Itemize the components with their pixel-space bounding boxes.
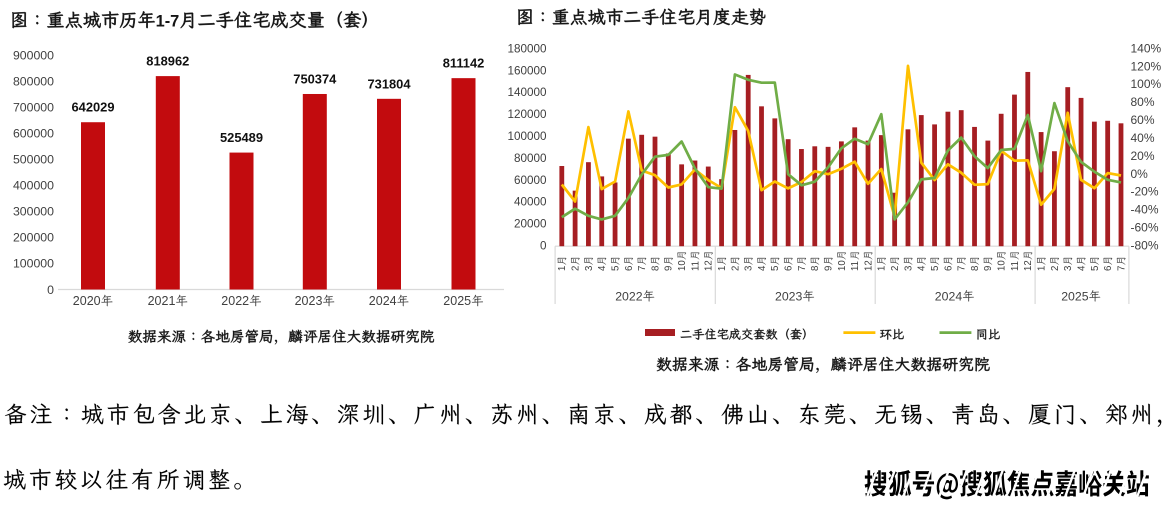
svg-text:5: 5 <box>1090 266 1101 271</box>
svg-text:10: 10 <box>677 260 688 271</box>
svg-text:2022: 2022 <box>221 294 249 308</box>
svg-text:7: 7 <box>1116 266 1127 271</box>
svg-text:2: 2 <box>1050 266 1061 271</box>
svg-text:20000: 20000 <box>514 218 547 231</box>
svg-text:11: 11 <box>1010 261 1021 271</box>
svg-text:731804: 731804 <box>367 76 411 91</box>
svg-text:7: 7 <box>957 266 968 271</box>
svg-text:80000: 80000 <box>514 152 547 165</box>
svg-text:700000: 700000 <box>13 100 54 114</box>
svg-text:0%: 0% <box>1131 167 1149 181</box>
svg-text:4: 4 <box>917 265 928 271</box>
svg-text:11: 11 <box>850 261 861 271</box>
svg-text:9: 9 <box>983 266 994 271</box>
svg-text:800000: 800000 <box>13 74 54 88</box>
svg-text:2021: 2021 <box>148 294 176 308</box>
svg-text:5: 5 <box>770 266 781 271</box>
svg-text:-60%: -60% <box>1131 221 1159 235</box>
svg-text:120%: 120% <box>1131 59 1162 73</box>
svg-text:40000: 40000 <box>514 196 547 209</box>
svg-text:0: 0 <box>540 240 547 253</box>
svg-text:4: 4 <box>1076 265 1087 271</box>
svg-text:4: 4 <box>757 265 768 271</box>
svg-text:1: 1 <box>877 266 888 271</box>
svg-text:2: 2 <box>730 266 741 271</box>
svg-text:20%: 20% <box>1131 149 1155 163</box>
svg-text:6: 6 <box>784 266 795 271</box>
svg-text:7: 7 <box>797 266 808 271</box>
svg-text:2: 2 <box>571 266 582 271</box>
svg-text:9: 9 <box>664 266 675 271</box>
svg-text:811142: 811142 <box>443 56 485 71</box>
svg-text:400000: 400000 <box>13 179 54 193</box>
svg-text:2022: 2022 <box>615 289 643 303</box>
svg-text:12: 12 <box>704 260 715 271</box>
svg-text:200000: 200000 <box>13 231 54 245</box>
svg-text:6: 6 <box>624 266 635 271</box>
svg-text:5: 5 <box>611 266 622 271</box>
svg-text:140000: 140000 <box>507 86 547 99</box>
svg-text:60000: 60000 <box>514 174 547 187</box>
svg-text:12: 12 <box>1023 260 1034 271</box>
svg-text:300000: 300000 <box>13 205 54 219</box>
svg-text:-40%: -40% <box>1131 203 1159 217</box>
svg-text:2024: 2024 <box>935 289 963 303</box>
svg-text:4: 4 <box>597 265 608 271</box>
svg-text:-80%: -80% <box>1131 239 1159 253</box>
svg-text:2025: 2025 <box>1061 289 1089 303</box>
svg-text:120000: 120000 <box>507 108 547 121</box>
svg-text:600000: 600000 <box>13 127 54 141</box>
svg-text:10: 10 <box>997 260 1008 271</box>
svg-text:12: 12 <box>863 260 874 271</box>
svg-text:1-7: 1-7 <box>156 12 180 30</box>
svg-text:3: 3 <box>584 266 595 271</box>
svg-text:6: 6 <box>943 266 954 271</box>
svg-text:2: 2 <box>890 266 901 271</box>
svg-text:8: 8 <box>650 266 661 271</box>
svg-text:10: 10 <box>837 260 848 271</box>
svg-text:3: 3 <box>903 266 914 271</box>
svg-text:1: 1 <box>557 266 568 271</box>
svg-text:3: 3 <box>1063 266 1074 271</box>
svg-text:8: 8 <box>970 266 981 271</box>
svg-text:750374: 750374 <box>293 72 337 87</box>
svg-text:2023: 2023 <box>295 294 323 308</box>
svg-text:3: 3 <box>744 266 755 271</box>
svg-text:11: 11 <box>690 261 701 271</box>
svg-text:525489: 525489 <box>220 130 263 145</box>
svg-text:40%: 40% <box>1131 131 1155 145</box>
svg-text:900000: 900000 <box>13 48 54 62</box>
svg-text:7: 7 <box>637 266 648 271</box>
svg-text:9: 9 <box>824 266 835 271</box>
svg-text:60%: 60% <box>1131 113 1155 127</box>
svg-text:160000: 160000 <box>507 64 547 77</box>
svg-text:642029: 642029 <box>71 100 114 115</box>
svg-text:2023: 2023 <box>775 289 803 303</box>
svg-text:8: 8 <box>810 266 821 271</box>
svg-text:500000: 500000 <box>13 153 54 167</box>
svg-text:80%: 80% <box>1131 95 1155 109</box>
svg-text:2024: 2024 <box>369 294 397 308</box>
svg-text:0: 0 <box>47 283 54 297</box>
svg-text:5: 5 <box>930 266 941 271</box>
svg-text:2020: 2020 <box>73 294 101 308</box>
svg-text:1: 1 <box>717 266 728 271</box>
svg-text:1: 1 <box>1037 266 1048 271</box>
svg-text:818962: 818962 <box>146 54 189 69</box>
svg-text:100000: 100000 <box>13 257 54 271</box>
svg-text:100000: 100000 <box>507 130 547 143</box>
svg-text:180000: 180000 <box>507 42 547 55</box>
svg-text:140%: 140% <box>1131 41 1162 55</box>
svg-text:6: 6 <box>1103 266 1114 271</box>
svg-text:100%: 100% <box>1131 77 1162 91</box>
svg-text:2025: 2025 <box>443 294 471 308</box>
svg-text:-20%: -20% <box>1131 185 1159 199</box>
